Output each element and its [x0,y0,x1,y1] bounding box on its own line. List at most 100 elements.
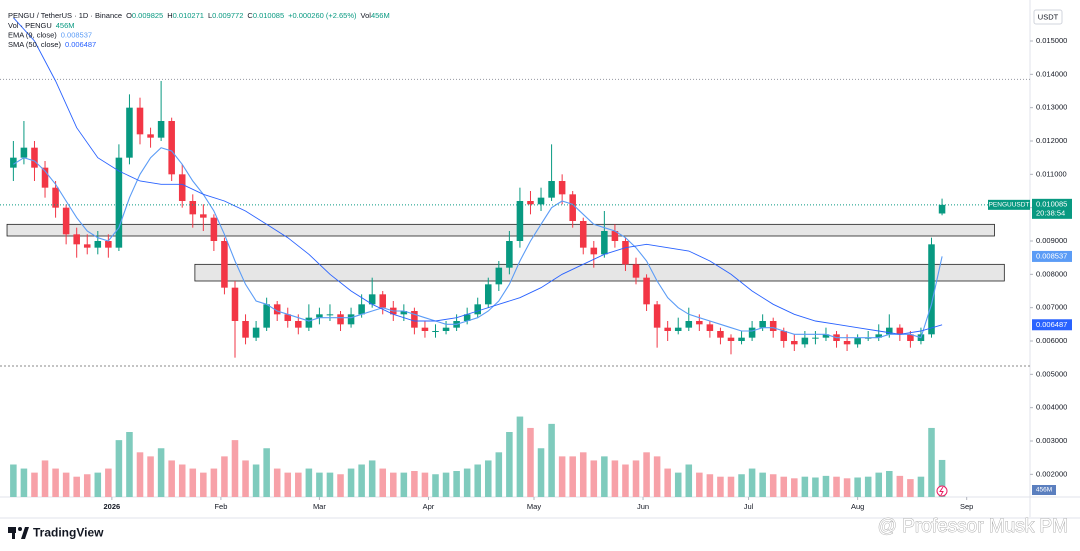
volume-bar [52,468,59,497]
candle-body [147,134,154,138]
volume-bar [62,472,70,497]
volume-bar [347,468,355,497]
y-tick-label: 0.007000 [1036,303,1067,312]
volume-bar [73,476,80,497]
candle-body [295,321,302,328]
volume-bar [928,427,935,497]
candle-body [432,331,439,332]
volume-bar [611,460,619,497]
x-tick-label: Feb [214,502,227,511]
legend-series: SMA (50, close) 0.006487 [8,40,96,49]
volume-bar [147,456,154,497]
volume-bar [833,476,840,497]
volume-bar [284,472,292,497]
volume-bar [854,477,861,497]
x-tick-label: Jun [637,502,649,511]
candle-body [316,314,323,318]
legend-vol-value: 456M [371,11,390,20]
y-tick-label: 0.009000 [1036,236,1067,245]
volume-bar [453,471,460,497]
candle-body [907,334,914,341]
volume-bar [548,423,555,497]
volume-bar [231,440,239,497]
zone[interactable] [194,263,1005,282]
legend-volume-value: 456M [56,21,75,30]
candle-body [727,337,735,341]
x-tick-label: May [527,502,541,511]
candle-body [252,327,260,338]
volume-bar [411,471,418,497]
candle-body [136,107,144,135]
candle-body [337,314,344,325]
volume-bar [105,468,112,497]
zone[interactable] [6,223,995,237]
legend-ohlc-value: 0.010271 [173,11,204,20]
candle-body [94,241,102,248]
x-tick-label: Sep [960,502,973,511]
candle-body [326,314,334,316]
candle-body [168,121,175,175]
volume-bar [358,464,365,497]
candle-body [516,201,524,241]
candle-body [643,277,650,305]
candle-body [20,147,28,158]
volume-bar [917,476,925,497]
candle-body [928,244,935,335]
candle-body [537,197,545,205]
candle-body [474,304,481,315]
volume-bar [200,472,207,497]
candle-body [126,107,133,158]
candle-body [200,214,207,218]
volume-bar [273,468,281,497]
volume-bar [558,456,566,497]
candle-body [527,201,534,205]
indicators [0,17,1030,339]
candle-body [41,167,49,188]
candle-body [875,334,883,338]
candle-body [10,157,17,168]
y-tick-label: 0.013000 [1036,103,1067,112]
logo[interactable]: TradingView [8,526,104,540]
legend-vol-key: Vol [361,11,372,20]
legend-ohlc-value: 0.010085 [253,11,284,20]
candle-body [896,327,904,335]
volume-bar [769,474,777,497]
currency-box[interactable] [1033,9,1063,25]
series-price-box [1032,319,1072,331]
legend: PENGU / TetherUS · 1D · Binance O0.009825… [8,11,390,49]
volume-bar [717,476,724,497]
ticker-box [988,199,1030,210]
candle-body [738,337,745,341]
volume-value-box [1032,485,1056,495]
candle-body [674,327,682,331]
candle-body [886,327,893,335]
candle-body [696,321,703,325]
volume-bar [896,475,904,497]
volume-bar [506,432,513,497]
legend-volume-name: Vol · PENGU [8,21,52,30]
candle-body [622,241,629,265]
y-tick-label: 0.006000 [1036,336,1067,345]
volume-bar [643,452,650,497]
volume-bar [664,468,671,497]
legend-series-value: 0.006487 [65,40,96,49]
currency-label[interactable]: USDT [1038,12,1059,21]
candle-body [242,321,249,338]
logo-mark [18,527,22,531]
volume-bar [20,468,28,497]
x-tick-label: 2026 [104,502,121,511]
volume-bar [622,464,629,497]
legend-series-name: SMA (50, close) [8,40,61,49]
candle-body [653,304,661,328]
volume-bar [653,456,661,497]
y-tick-label: 0.003000 [1036,436,1067,445]
volume-bar [674,472,682,497]
volume-bar [157,448,165,497]
candle-body [442,327,450,331]
volume-bar [886,471,893,497]
volume-bar [791,478,798,497]
candle-body [685,321,693,328]
volume-bar [189,468,197,497]
candle-body [569,194,576,221]
